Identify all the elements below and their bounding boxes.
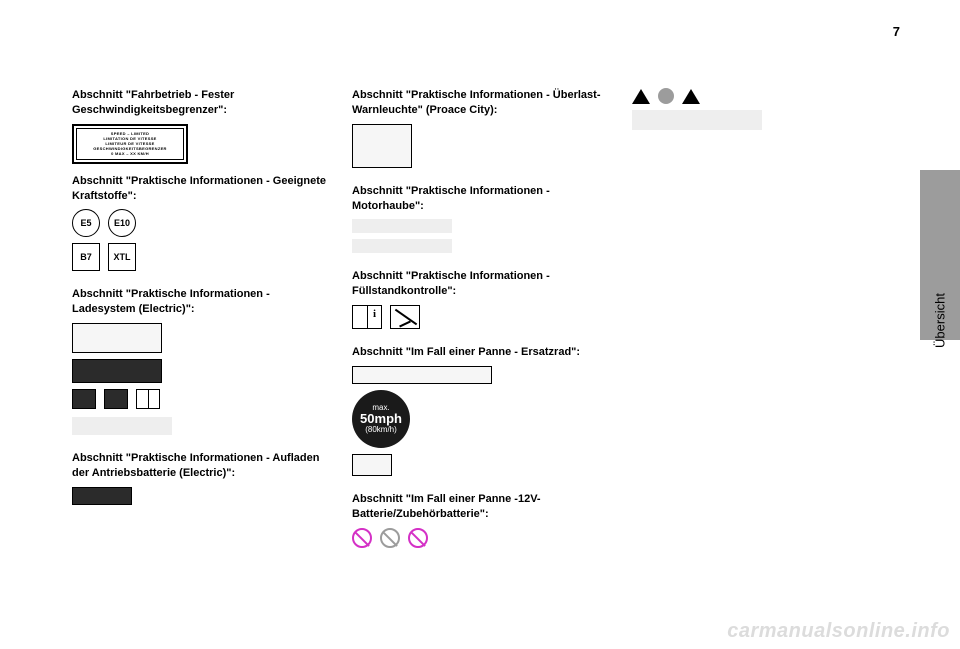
heading: Abschnitt "Praktische Informationen - Ge… bbox=[72, 174, 328, 204]
section-spare-wheel: Abschnitt "Im Fall einer Panne - Ersatzr… bbox=[352, 345, 608, 482]
fuel-badge-b7: B7 bbox=[72, 243, 100, 271]
manual-icon: i bbox=[352, 305, 382, 329]
towing-symbol-strip bbox=[632, 110, 762, 130]
symbol-c-icon bbox=[104, 389, 128, 409]
heading: Abschnitt "Praktische Informationen - Au… bbox=[72, 451, 328, 481]
info-circle-icon bbox=[658, 88, 674, 104]
speed-limiter-plate: SPEED – LIMITED LIMITATION DE VITESSE LI… bbox=[72, 124, 188, 164]
side-tab: Übersicht bbox=[920, 170, 960, 340]
column-1: Abschnitt "Fahrbetrieb - Fester Geschwin… bbox=[72, 88, 328, 629]
section-towing-symbols bbox=[632, 88, 888, 136]
section-fuels: Abschnitt "Praktische Informationen - Ge… bbox=[72, 174, 328, 278]
plate-line: 0 MAX – XX KM/H bbox=[111, 151, 149, 156]
symbol-k-icon bbox=[72, 389, 96, 409]
tpms-off-icon bbox=[352, 454, 392, 476]
section-12v-battery: Abschnitt "Im Fall einer Panne -12V-Batt… bbox=[352, 492, 608, 554]
jack-label-icon bbox=[352, 366, 492, 384]
heading: Abschnitt "Praktische Informationen - La… bbox=[72, 287, 328, 317]
symbol-strip-dark bbox=[72, 487, 132, 505]
heading: Abschnitt "Im Fall einer Panne -12V-Batt… bbox=[352, 492, 608, 522]
section-battery-charging: Abschnitt "Praktische Informationen - Au… bbox=[72, 451, 328, 511]
symbol-strip bbox=[72, 323, 162, 353]
section-bonnet: Abschnitt "Praktische Informationen - Mo… bbox=[352, 184, 608, 260]
prohibition-icon bbox=[380, 528, 400, 548]
heading: Abschnitt "Fahrbetrieb - Fester Geschwin… bbox=[72, 88, 328, 118]
page-number: 7 bbox=[893, 24, 900, 39]
tire-mph: 50mph bbox=[360, 412, 402, 425]
warning-triangle-icon bbox=[632, 89, 650, 104]
no-dipstick-icon bbox=[390, 305, 420, 329]
side-tab-label: Übersicht bbox=[933, 293, 948, 348]
symbol-strip bbox=[72, 417, 172, 435]
page-content: Abschnitt "Fahrbetrieb - Fester Geschwin… bbox=[72, 88, 888, 629]
tire-kmh: (80km/h) bbox=[365, 425, 397, 434]
section-speed-limiter: Abschnitt "Fahrbetrieb - Fester Geschwin… bbox=[72, 88, 328, 164]
section-charging-system: Abschnitt "Praktische Informationen - La… bbox=[72, 287, 328, 441]
watermark: carmanualsonline.info bbox=[727, 620, 950, 643]
heading: Abschnitt "Im Fall einer Panne - Ersatzr… bbox=[352, 345, 608, 360]
warning-triangle-icon bbox=[682, 89, 700, 104]
heading: Abschnitt "Praktische Informationen - Fü… bbox=[352, 269, 608, 299]
overload-label-icon bbox=[352, 124, 412, 168]
symbol-strip bbox=[352, 239, 452, 253]
prohibition-icon bbox=[352, 528, 372, 548]
prohibition-icon bbox=[408, 528, 428, 548]
fuel-badge-e5: E5 bbox=[72, 209, 100, 237]
section-overload-warning: Abschnitt "Praktische Informationen - Üb… bbox=[352, 88, 608, 174]
manual-icon bbox=[136, 389, 160, 409]
fuel-badge-e10: E10 bbox=[108, 209, 136, 237]
symbol-strip-dark bbox=[72, 359, 162, 383]
column-2: Abschnitt "Praktische Informationen - Üb… bbox=[352, 88, 608, 629]
column-3 bbox=[632, 88, 888, 629]
heading: Abschnitt "Praktische Informationen - Üb… bbox=[352, 88, 608, 118]
symbol-strip bbox=[352, 219, 452, 233]
tire-speed-badge: max. 50mph (80km/h) bbox=[352, 390, 410, 448]
fuel-badge-xtl: XTL bbox=[108, 243, 136, 271]
section-levels: Abschnitt "Praktische Informationen - Fü… bbox=[352, 269, 608, 335]
heading: Abschnitt "Praktische Informationen - Mo… bbox=[352, 184, 608, 214]
